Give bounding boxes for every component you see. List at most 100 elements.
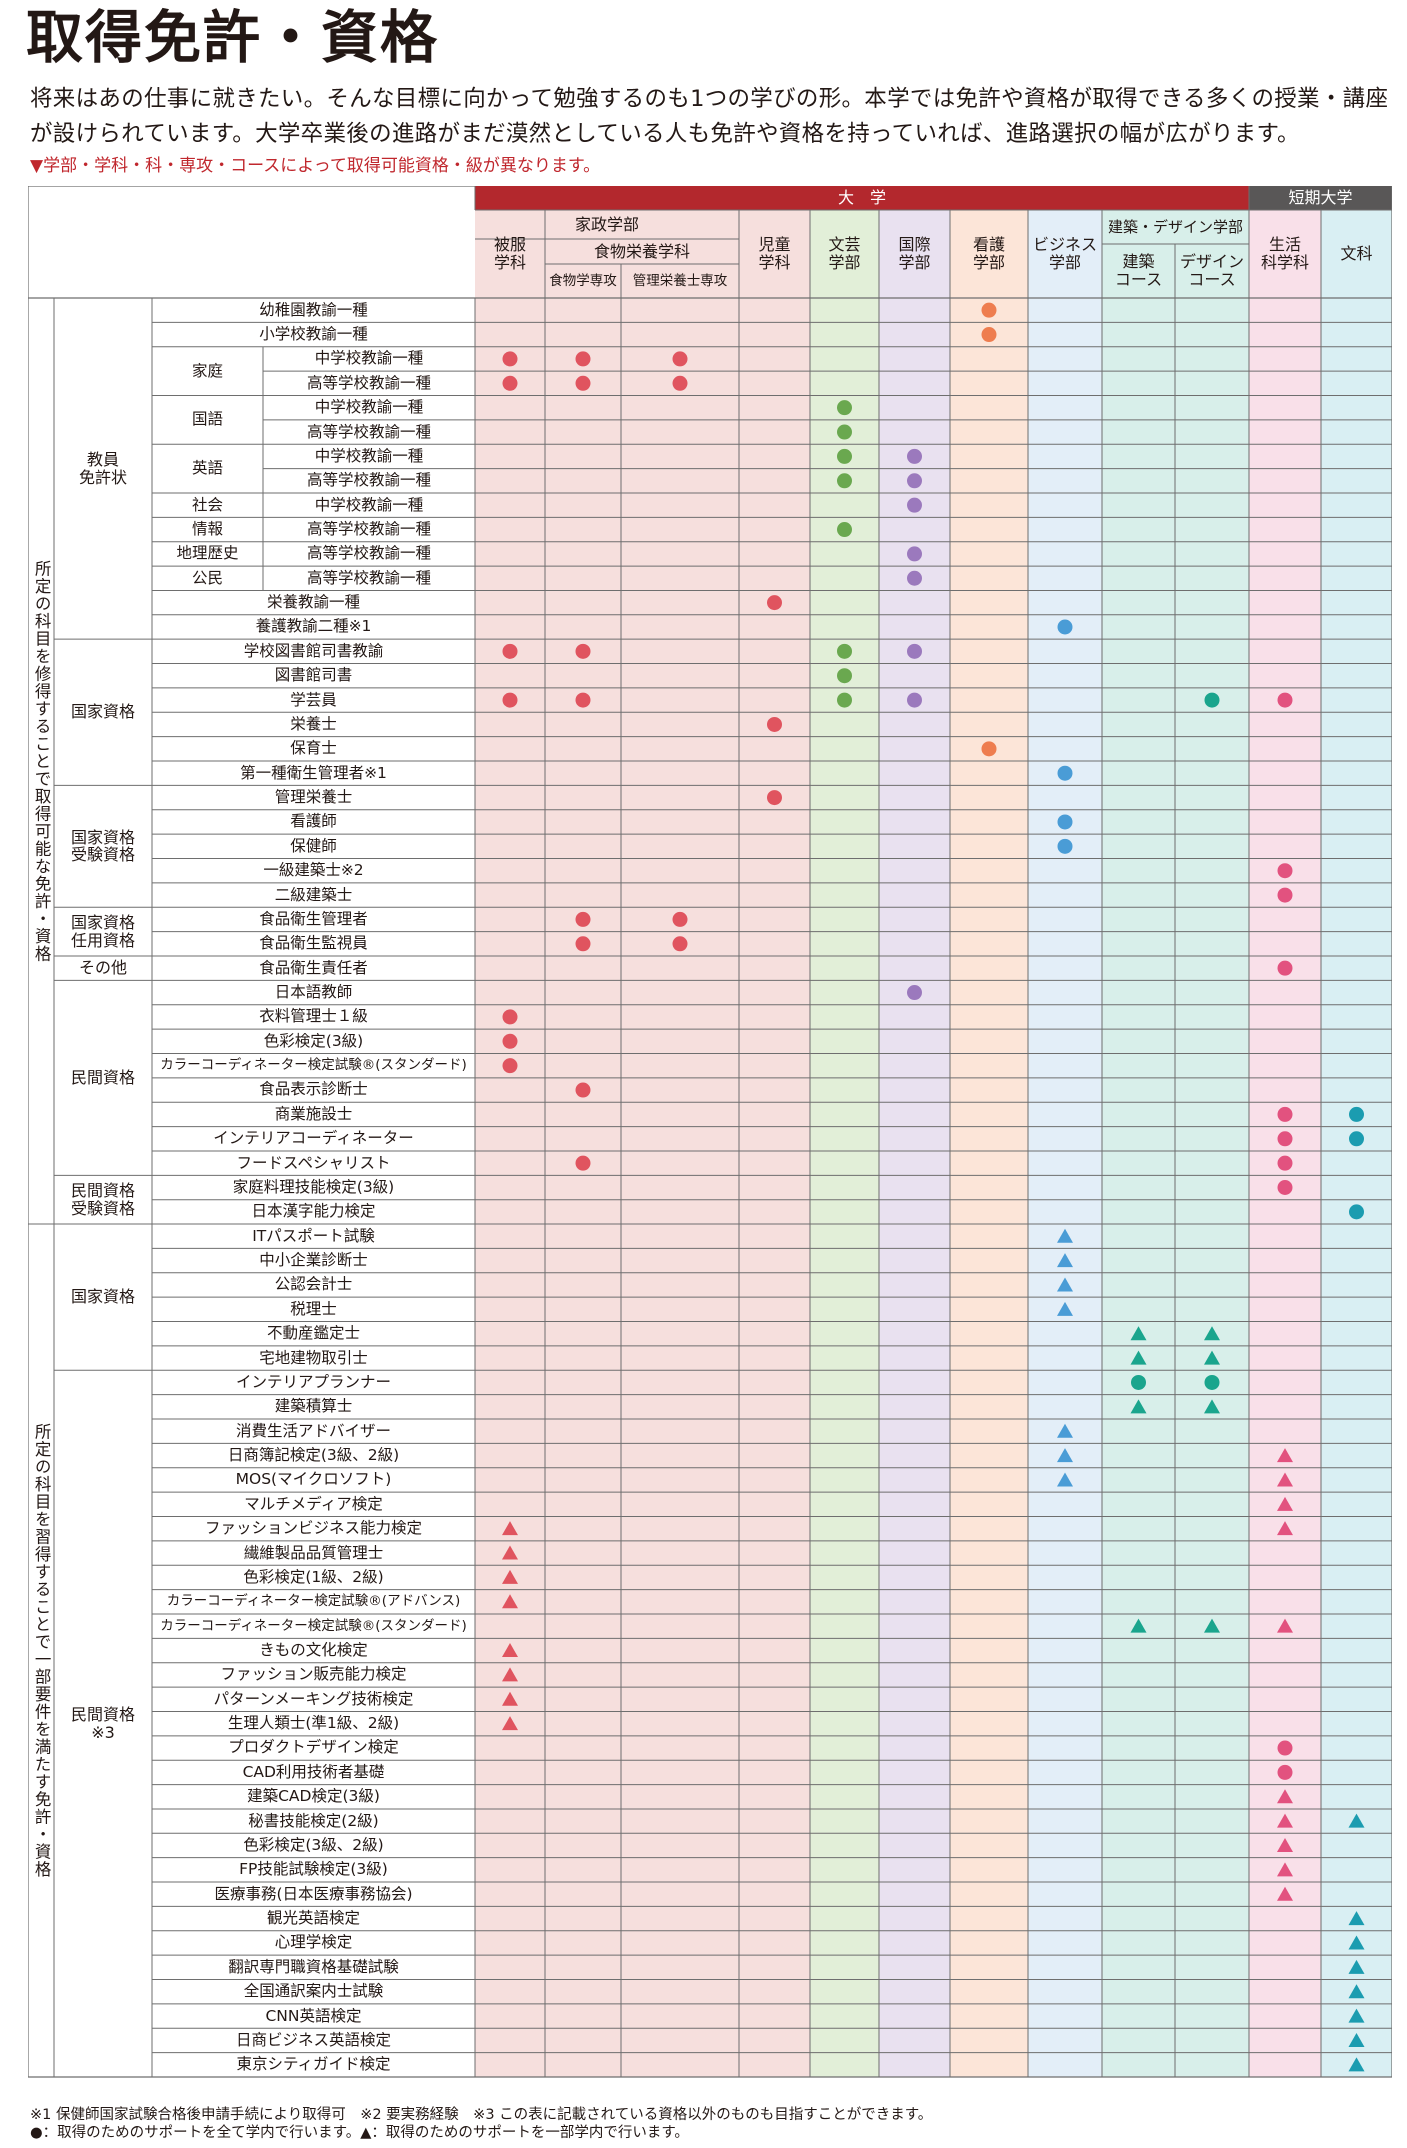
mark-triangle	[502, 1667, 518, 1682]
header-shokumotsu-text: 食物栄養学科	[593, 241, 690, 261]
mark-triangle	[502, 1521, 518, 1536]
qualification-label-text: 色彩検定(3級)	[263, 1031, 364, 1050]
qualification-label-text: 第一種衛生管理者※1	[240, 763, 387, 782]
qualification-label: パターンメーキング技術検定	[152, 1687, 475, 1711]
qualification-label-text: CAD利用技術者基礎	[242, 1762, 385, 1781]
mark-circle	[767, 595, 782, 611]
qualification-label-text: インテリアコーディネーター	[213, 1129, 414, 1148]
qualification-label-text: 不動産鑑定士	[266, 1324, 360, 1343]
mark-circle	[502, 351, 518, 367]
header-jido: 児童 学科	[739, 210, 810, 298]
qualification-label-text: 高等学校教諭一種	[306, 373, 431, 392]
mark-triangle	[1277, 1496, 1293, 1511]
qualification-label: 心理学検定	[152, 1931, 475, 1955]
mark-circle	[502, 1009, 518, 1025]
mark-triangle	[1057, 1301, 1073, 1316]
qualification-label-text: CNN英語検定	[265, 2006, 362, 2025]
header-daigaku-band	[475, 186, 1249, 210]
qualification-label: 建築CAD検定(3級)	[152, 1785, 475, 1809]
mark-circle	[1131, 1374, 1146, 1390]
header-tanki-band	[1249, 186, 1392, 210]
qualification-label: マルチメディア検定	[152, 1492, 475, 1516]
mark-circle	[1057, 838, 1073, 854]
mark-circle	[1277, 1180, 1293, 1196]
qualification-label: 翻訳専門職資格基礎試験	[152, 1955, 475, 1979]
qualification-label-text: 中学校教諭一種	[314, 495, 424, 514]
mark-circle	[837, 448, 852, 464]
mark-circle	[837, 692, 852, 708]
qualification-label-text: 観光英語検定	[266, 1909, 360, 1928]
header-design-course: デザイン コース	[1175, 244, 1249, 298]
qualification-table: 大 学 短期大学 家政学部 被服 学科 食物栄養学科 食物学専攻 管理栄養士専攻 児童 学科 文…	[28, 186, 1392, 2101]
header-business: ビジネス 学部	[1028, 210, 1102, 298]
subgroup-kokka-text: 国家資格	[70, 702, 135, 722]
qualification-label-text: プロダクトデザイン検定	[228, 1738, 399, 1757]
subgroup-sonota-text: その他	[78, 958, 127, 978]
mark-circle	[1057, 814, 1073, 830]
mark-triangle	[1348, 1813, 1365, 1828]
header-shokumotsu: 食物栄養学科	[545, 239, 739, 264]
subgroup-kyoin-text: 教員 免許状	[78, 449, 127, 487]
mark-circle	[981, 741, 997, 757]
mark-circle	[907, 570, 922, 586]
mark-triangle	[1057, 1277, 1073, 1292]
mark-circle	[1277, 1131, 1293, 1147]
subject-kokugo-text: 国語	[191, 410, 223, 429]
subject-chiri-text: 地理歴史	[176, 544, 239, 563]
qualification-label: 保健師	[152, 834, 475, 858]
mark-circle	[575, 1082, 591, 1098]
mark-circle	[1204, 1374, 1220, 1390]
mark-triangle	[1277, 1521, 1293, 1536]
mark-triangle	[1130, 1618, 1147, 1633]
column-tint	[475, 210, 545, 2078]
qualification-label: 繊維製品品質管理士	[152, 1541, 475, 1565]
subject-kokugo: 国語	[152, 395, 263, 444]
subject-shakai: 社会	[152, 493, 263, 517]
header-hifuku-text: 被服 学科	[493, 235, 526, 272]
mark-circle	[502, 692, 518, 708]
header-kango-text: 看護 学部	[972, 235, 1005, 272]
header-kanri-senko: 管理栄養士専攻	[621, 264, 739, 298]
mark-triangle	[1348, 2057, 1365, 2072]
mark-triangle	[1057, 1448, 1073, 1463]
qualification-label: 高等学校教諭一種	[263, 469, 475, 493]
mark-circle	[1057, 765, 1073, 781]
qualification-label: 色彩検定(3級)	[152, 1029, 475, 1053]
qualification-label: 中学校教諭一種	[263, 444, 475, 468]
qualification-label-text: 中小企業診断士	[259, 1251, 368, 1270]
mark-triangle	[1057, 1253, 1073, 1268]
subject-komin: 公民	[152, 566, 263, 590]
mark-circle	[575, 911, 591, 927]
mark-circle	[837, 668, 852, 684]
qualification-label: 食品衛生責任者	[152, 956, 475, 980]
qualification-label-text: 高等学校教諭一種	[306, 471, 431, 490]
qualification-label: 家庭料理技能検定(3級)	[152, 1175, 475, 1199]
mark-circle	[1277, 960, 1293, 976]
qualification-label: カラーコーディネーター検定試験®(スタンダード)	[152, 1614, 475, 1638]
qualification-label-text: MOS(マイクロソフト)	[235, 1470, 392, 1489]
qualification-label: 消費生活アドバイザー	[152, 1419, 475, 1443]
mark-circle	[575, 643, 591, 659]
qualification-label: CAD利用技術者基礎	[152, 1760, 475, 1784]
subgroup-minkan_juken-text: 民間資格 受験資格	[70, 1181, 135, 1218]
mark-circle	[672, 936, 688, 952]
mark-triangle	[1277, 1813, 1293, 1828]
qualification-label: カラーコーディネーター検定試験®(スタンダード)	[152, 1053, 475, 1077]
group-g2: 所定の科目を習得することで一部要件を満たす免許・資格	[28, 1224, 54, 2077]
mark-circle	[907, 692, 922, 708]
mark-triangle	[1204, 1350, 1220, 1365]
qualification-label: 日本語教師	[152, 980, 475, 1004]
subject-katei-text: 家庭	[191, 361, 223, 380]
mark-circle	[907, 448, 922, 464]
qualification-label: 食品表示診断士	[152, 1078, 475, 1102]
mark-circle	[575, 375, 591, 391]
qualification-label: 保育士	[152, 737, 475, 761]
qualification-label-text: 栄養士	[290, 714, 337, 733]
group-g1-text: 所定の科目を修得することで取得可能な免許・資格	[32, 559, 52, 963]
qualification-label: 医療事務(日本医療事務協会)	[152, 1882, 475, 1906]
mark-triangle	[1277, 1472, 1293, 1487]
column-tint	[1175, 210, 1249, 2078]
mark-triangle	[1277, 1886, 1293, 1901]
group-g2-text: 所定の科目を習得することで一部要件を満たす免許・資格	[32, 1423, 52, 1879]
qualification-label-text: 食品衛生管理者	[259, 909, 368, 928]
